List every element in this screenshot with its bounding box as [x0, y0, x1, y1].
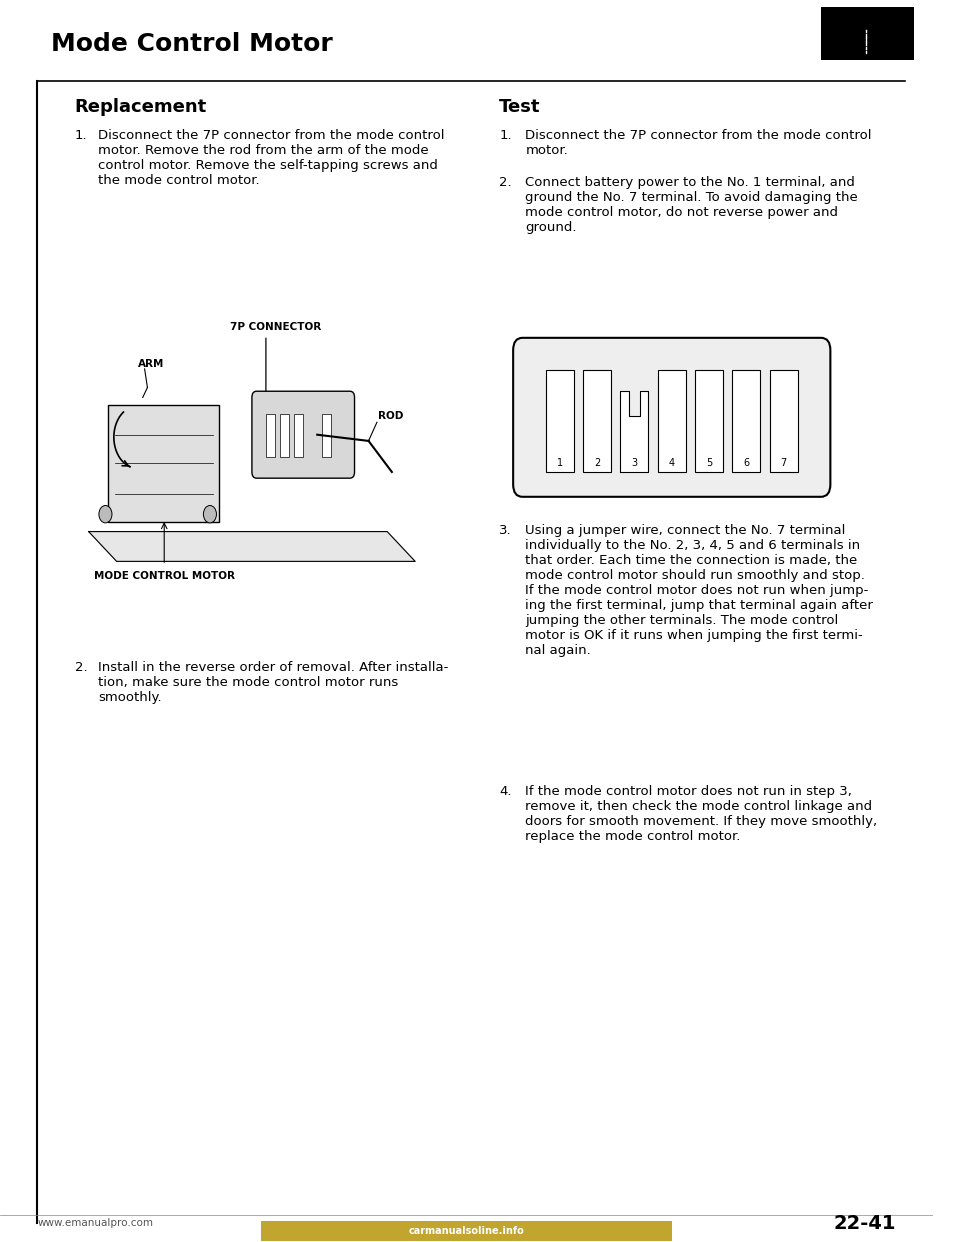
Text: 1.: 1.: [75, 129, 87, 142]
FancyBboxPatch shape: [514, 338, 830, 497]
Bar: [732, 370, 760, 472]
Text: Disconnect the 7P connector from the mode control
motor. Remove the rod from the: Disconnect the 7P connector from the mod…: [98, 129, 444, 188]
Circle shape: [204, 505, 216, 523]
Text: Connect battery power to the No. 1 terminal, and
ground the No. 7 terminal. To a: Connect battery power to the No. 1 termi…: [525, 176, 858, 235]
Text: carmanualsoline.info: carmanualsoline.info: [409, 1226, 524, 1236]
Text: 1.: 1.: [499, 129, 512, 142]
Text: MODE CONTROL MOTOR: MODE CONTROL MOTOR: [596, 338, 747, 348]
Polygon shape: [620, 391, 648, 472]
Text: 6: 6: [743, 458, 750, 468]
Text: 2.: 2.: [499, 176, 512, 189]
Text: ROD: ROD: [378, 411, 403, 421]
Text: www.emanualpro.com: www.emanualpro.com: [37, 1218, 154, 1228]
Text: Replacement: Replacement: [75, 98, 207, 116]
Text: 1: 1: [557, 458, 563, 468]
Text: Disconnect the 7P connector from the mode control
motor.: Disconnect the 7P connector from the mod…: [525, 129, 872, 158]
Bar: [695, 370, 723, 472]
Bar: [546, 370, 574, 472]
Text: If the mode control motor does not run in step 3,
remove it, then check the mode: If the mode control motor does not run i…: [525, 785, 877, 843]
Text: Install in the reverse order of removal. After installa-
tion, make sure the mod: Install in the reverse order of removal.…: [98, 661, 448, 704]
Text: 2.: 2.: [75, 661, 87, 673]
Text: Using a jumper wire, connect the No. 7 terminal
individually to the No. 2, 3, 4,: Using a jumper wire, connect the No. 7 t…: [525, 524, 874, 657]
Bar: [294, 414, 303, 457]
Text: 4.: 4.: [499, 785, 512, 797]
Bar: [266, 414, 276, 457]
Text: 7P CONNECTOR: 7P CONNECTOR: [229, 322, 321, 332]
Bar: [658, 370, 685, 472]
Text: Test: Test: [499, 98, 540, 116]
Circle shape: [99, 505, 112, 523]
FancyBboxPatch shape: [108, 405, 219, 522]
FancyBboxPatch shape: [252, 391, 354, 478]
Text: Mode Control Motor: Mode Control Motor: [51, 32, 333, 56]
Text: 3.: 3.: [499, 524, 512, 537]
Polygon shape: [88, 532, 415, 561]
Text: ARM: ARM: [138, 359, 164, 369]
Text: 2: 2: [594, 458, 600, 468]
Bar: [583, 370, 612, 472]
FancyBboxPatch shape: [821, 7, 914, 60]
Bar: [770, 370, 798, 472]
Text: 3: 3: [632, 458, 637, 468]
Text: MODE CONTROL MOTOR: MODE CONTROL MOTOR: [94, 571, 234, 581]
FancyBboxPatch shape: [261, 1221, 672, 1241]
Text: 7: 7: [780, 458, 787, 468]
Bar: [322, 414, 331, 457]
Text: 4: 4: [669, 458, 675, 468]
Text: 5: 5: [706, 458, 712, 468]
Text: 22-41: 22-41: [833, 1213, 896, 1233]
Bar: [280, 414, 289, 457]
